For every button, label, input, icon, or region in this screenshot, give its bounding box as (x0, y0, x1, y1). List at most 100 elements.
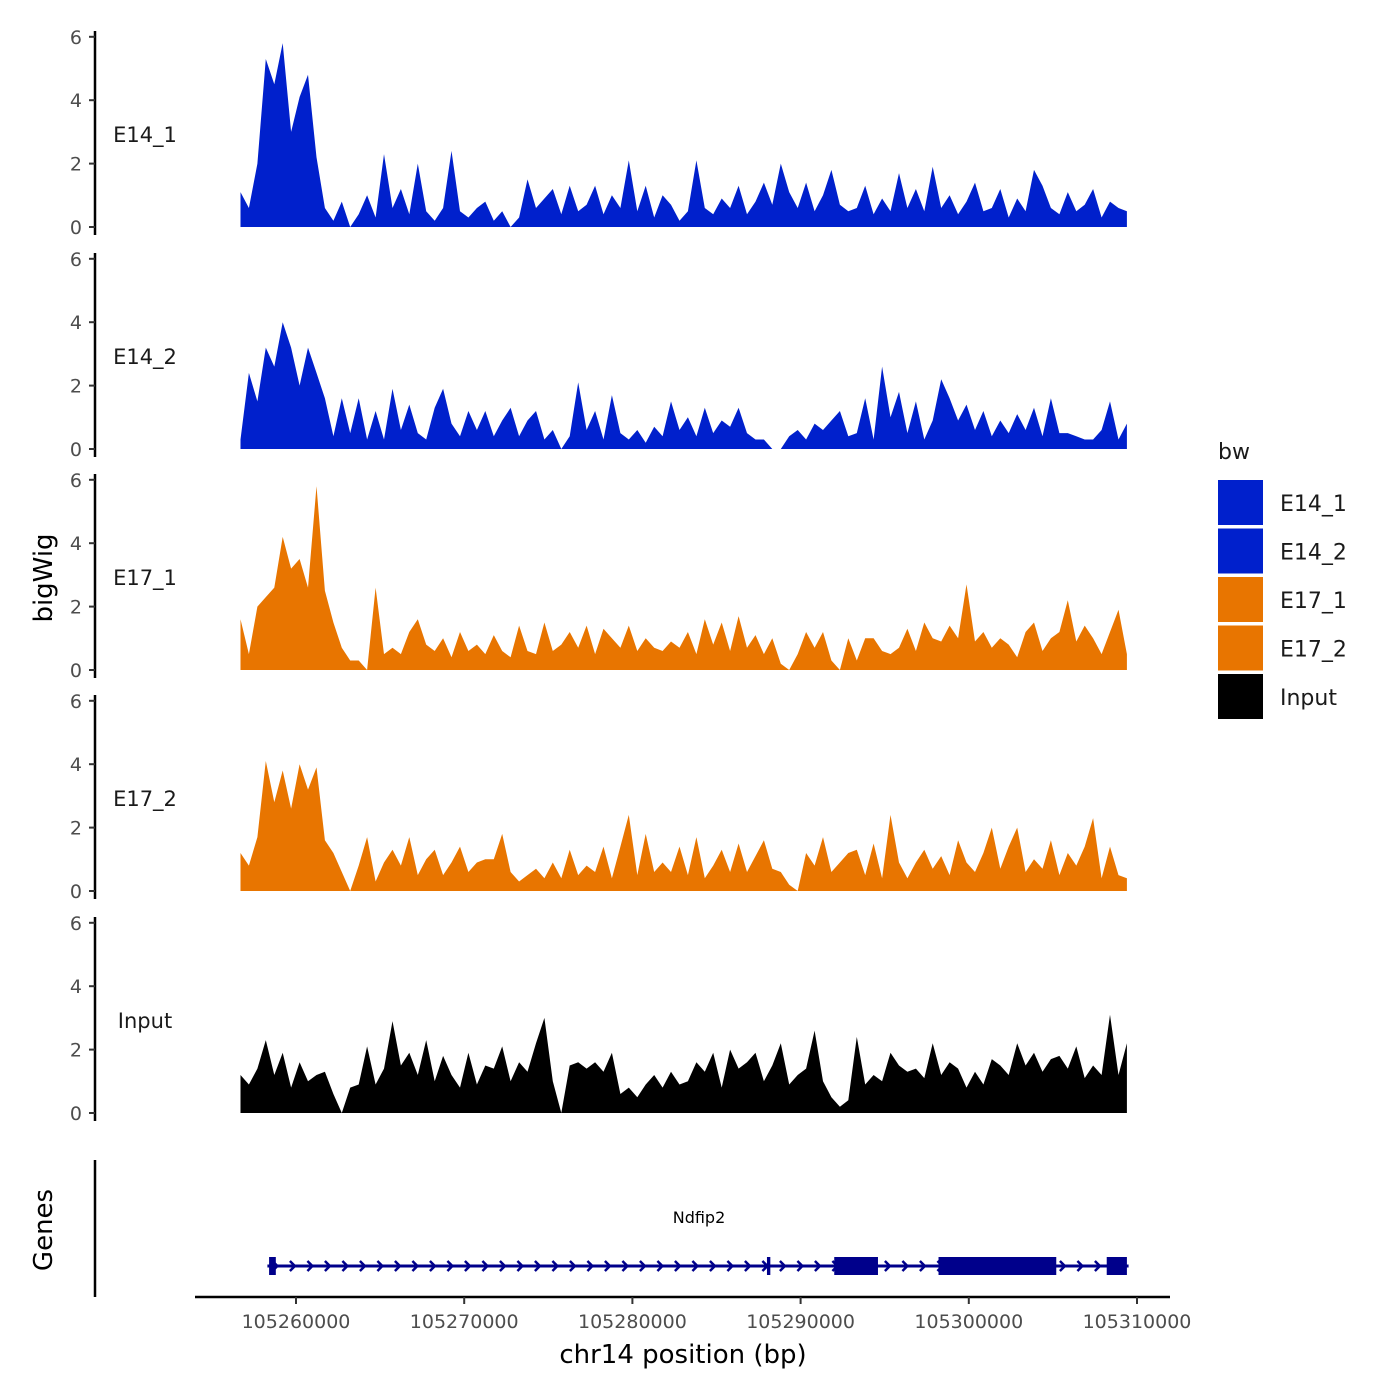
area-E17_1 (240, 486, 1127, 670)
y-tick-label: 2 (70, 154, 82, 176)
y-tick-label: 0 (70, 217, 82, 239)
legend-swatch (1218, 674, 1263, 719)
strand-arrow-icon (901, 1260, 910, 1272)
strand-arrow-icon (481, 1260, 490, 1272)
genes-track-label: Genes (29, 1189, 59, 1271)
strand-arrow-icon (1059, 1260, 1067, 1272)
strand-arrow-icon (726, 1260, 735, 1272)
exon (1106, 1257, 1127, 1275)
strand-arrow-icon (621, 1260, 630, 1272)
y-tick-label: 6 (70, 913, 82, 935)
panel-E17_2: 0 2 4 6 E17_2 (70, 691, 1127, 903)
y-tick-label: 0 (70, 660, 82, 682)
x-tick-label: 105270000 (410, 1311, 519, 1333)
strand-arrow-icon (394, 1260, 402, 1272)
y-tick-label: 6 (70, 691, 82, 713)
exon (269, 1257, 276, 1275)
legend-label: Input (1280, 686, 1337, 711)
area-E17_2 (240, 761, 1127, 891)
legend-title: bw (1218, 440, 1250, 465)
legend: bw E14_1 E14_2 E17_1 E17_2 Input (1218, 440, 1347, 719)
legend-swatch (1218, 528, 1263, 574)
x-tick-label: 105290000 (746, 1311, 855, 1333)
area-E14_2 (240, 322, 1127, 449)
x-axis: 105260000 105270000 105280000 105290000 1053… (195, 1295, 1192, 1333)
y-tick-label: 0 (70, 881, 82, 903)
strand-arrow-icon (289, 1260, 297, 1272)
panel-label: E14_1 (113, 123, 177, 148)
strand-arrow-icon (639, 1260, 647, 1272)
strand-arrow-icon (656, 1260, 665, 1272)
y-tick-label: 4 (70, 533, 82, 555)
panel-label: E17_2 (113, 787, 177, 812)
x-tick-label: 105280000 (578, 1311, 687, 1333)
y-tick-label: 0 (70, 1103, 82, 1125)
strand-arrow-icon (499, 1260, 507, 1272)
y-tick-label: 2 (70, 818, 82, 840)
strand-arrow-icon (779, 1260, 787, 1272)
x-tick-label: 105300000 (914, 1311, 1023, 1333)
y-tick-label: 6 (70, 249, 82, 271)
x-tick-label: 105310000 (1083, 1311, 1192, 1333)
strand-arrow-icon (586, 1260, 595, 1272)
strand-arrow-icon (446, 1260, 455, 1272)
area-Input (240, 1014, 1127, 1113)
strand-arrow-icon (341, 1260, 350, 1272)
panel-label: Input (118, 1009, 172, 1033)
strand-arrow-icon (376, 1260, 385, 1272)
legend-label: E17_1 (1280, 589, 1347, 614)
panel-label: E14_2 (113, 345, 177, 370)
strand-arrow-icon (516, 1260, 525, 1272)
strand-arrow-icon (429, 1260, 437, 1272)
strand-arrow-icon (551, 1260, 560, 1272)
area-E14_1 (240, 43, 1127, 227)
y-tick-label: 4 (70, 754, 82, 776)
legend-label: E17_2 (1280, 638, 1347, 663)
strand-arrow-icon (1094, 1260, 1102, 1272)
strand-arrow-icon (814, 1260, 822, 1272)
legend-swatch (1218, 577, 1263, 622)
panel-E14_1: 0 2 4 6 E14_1 (70, 27, 1127, 239)
strand-arrow-icon (1076, 1260, 1085, 1272)
strand-arrow-icon (674, 1260, 682, 1272)
y-tick-label: 2 (70, 1040, 82, 1062)
y-tick-label: 2 (70, 597, 82, 619)
y-tick-label: 4 (70, 312, 82, 334)
strand-arrow-icon (744, 1260, 752, 1272)
y-tick-label: 4 (70, 90, 82, 112)
track-panels: 0 2 4 6 E14_1 0 2 4 6 E14_2 0 2 4 6 E17_1 0 2 4 6 E17_2 0 2 4 6… (70, 27, 1127, 1125)
exon (834, 1257, 878, 1275)
x-axis-label: chr14 position (bp) (559, 1340, 806, 1370)
strand-arrow-icon (534, 1260, 542, 1272)
y-tick-label: 6 (70, 470, 82, 492)
legend-label: E14_1 (1280, 492, 1347, 517)
strand-arrow-icon (306, 1260, 315, 1272)
strand-arrow-icon (709, 1260, 717, 1272)
gene-track: Ndfip2 (267, 1208, 1129, 1275)
panel-E17_1: 0 2 4 6 E17_1 (70, 470, 1127, 682)
x-tick-label: 105260000 (242, 1311, 351, 1333)
strand-arrow-icon (919, 1260, 927, 1272)
exon (938, 1257, 1057, 1275)
legend-swatch (1218, 625, 1263, 671)
strand-arrow-icon (884, 1260, 892, 1272)
panel-E14_2: 0 2 4 6 E14_2 (70, 249, 1127, 461)
strand-arrow-icon (324, 1260, 332, 1272)
y-tick-label: 0 (70, 439, 82, 461)
strand-arrow-icon (411, 1260, 420, 1272)
y-tick-label: 2 (70, 376, 82, 398)
y-tick-label: 6 (70, 27, 82, 49)
strand-arrow-icon (464, 1260, 472, 1272)
strand-arrow-icon (569, 1260, 577, 1272)
panel-Input: 0 2 4 6 Input (70, 913, 1127, 1125)
gene-label: Ndfip2 (673, 1208, 726, 1227)
strand-arrow-icon (691, 1260, 700, 1272)
exon (766, 1257, 771, 1275)
strand-arrow-icon (604, 1260, 612, 1272)
strand-arrow-icon (359, 1260, 367, 1272)
y-tick-label: 4 (70, 976, 82, 998)
y-axis-label: bigWig (29, 533, 59, 622)
strand-arrow-icon (796, 1260, 805, 1272)
panel-label: E17_1 (113, 566, 177, 591)
